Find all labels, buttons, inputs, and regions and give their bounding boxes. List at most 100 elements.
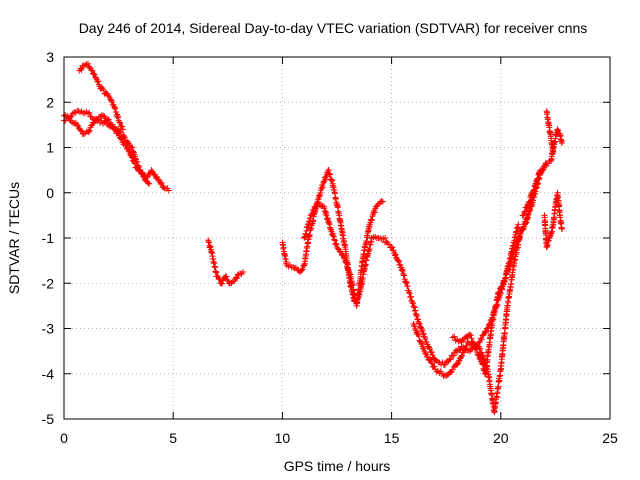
data-point <box>419 327 426 334</box>
data-point <box>414 316 421 323</box>
data-point <box>283 262 290 269</box>
data-point <box>443 373 450 380</box>
data-point <box>431 363 438 370</box>
data-point <box>472 343 479 350</box>
data-point <box>330 233 337 240</box>
data-point <box>78 127 85 134</box>
data-point <box>502 275 509 282</box>
data-point <box>457 337 464 344</box>
data-point <box>80 63 87 70</box>
y-axis-label: SDTVAR / TECUs <box>6 182 22 294</box>
data-point <box>550 149 557 156</box>
data-point <box>522 220 529 227</box>
data-point <box>454 361 461 368</box>
data-point <box>558 225 565 232</box>
data-point <box>469 338 476 345</box>
data-point <box>389 244 396 251</box>
data-point <box>455 338 462 345</box>
data-point <box>117 135 124 142</box>
data-point <box>64 114 71 121</box>
data-point <box>342 259 349 266</box>
data-point <box>447 356 454 363</box>
data-point <box>441 361 448 368</box>
data-point <box>465 347 472 354</box>
data-point <box>109 98 116 105</box>
data-point <box>218 280 225 287</box>
data-point <box>108 97 115 104</box>
data-point <box>458 352 465 359</box>
data-point <box>320 203 327 210</box>
data-point <box>482 329 489 336</box>
data-point <box>423 339 430 346</box>
data-point <box>449 352 456 359</box>
data-point <box>216 276 223 283</box>
data-point <box>479 361 486 368</box>
data-point <box>425 343 432 350</box>
data-point <box>432 366 439 373</box>
data-point <box>529 190 536 197</box>
data-point <box>69 110 76 117</box>
data-point <box>318 185 325 192</box>
data-point <box>499 283 506 290</box>
data-point <box>325 167 332 174</box>
data-point <box>139 171 146 178</box>
data-point <box>80 130 87 137</box>
data-point <box>525 199 532 206</box>
series-track-j <box>520 127 565 219</box>
data-point <box>119 126 126 133</box>
data-point <box>314 198 321 205</box>
y-tick-label: 2 <box>46 94 54 110</box>
data-point <box>333 240 340 247</box>
data-point <box>467 348 474 355</box>
data-point <box>340 253 347 260</box>
data-point <box>415 333 422 340</box>
data-point <box>556 130 563 137</box>
data-point <box>307 212 314 219</box>
data-point <box>128 154 135 161</box>
data-point <box>112 126 119 133</box>
data-point <box>548 230 555 237</box>
data-point <box>148 167 155 174</box>
data-point <box>449 366 456 373</box>
data-point <box>111 103 118 110</box>
data-point <box>460 349 467 356</box>
data-point <box>85 60 92 67</box>
data-point <box>336 212 343 219</box>
data-point <box>537 169 544 176</box>
data-point <box>378 198 385 205</box>
data-point <box>105 116 112 123</box>
data-point <box>420 345 427 352</box>
data-point <box>98 85 105 92</box>
data-point <box>519 212 526 219</box>
data-point <box>489 320 496 327</box>
y-tick-label: 1 <box>46 140 54 156</box>
data-point <box>233 275 240 282</box>
y-tick-label: -5 <box>42 411 55 427</box>
data-point <box>371 209 378 216</box>
data-point <box>383 238 390 245</box>
data-point <box>428 349 435 356</box>
series-track-k <box>541 192 565 251</box>
data-point <box>552 203 559 210</box>
data-point <box>124 144 131 151</box>
data-point <box>344 265 351 272</box>
y-tick-label: -4 <box>42 366 55 382</box>
data-point <box>521 208 528 215</box>
data-point <box>379 198 386 205</box>
data-point <box>548 158 555 165</box>
data-point <box>129 154 136 161</box>
data-point <box>468 335 475 342</box>
data-point <box>554 126 561 133</box>
data-point <box>474 351 481 358</box>
data-point <box>467 332 474 339</box>
data-point <box>77 109 84 116</box>
data-point <box>541 212 548 219</box>
data-point <box>106 94 113 101</box>
data-point <box>343 258 350 265</box>
data-point <box>360 253 367 260</box>
data-point <box>327 225 334 232</box>
data-point <box>362 262 369 269</box>
data-point <box>319 183 326 190</box>
data-point <box>226 280 233 287</box>
